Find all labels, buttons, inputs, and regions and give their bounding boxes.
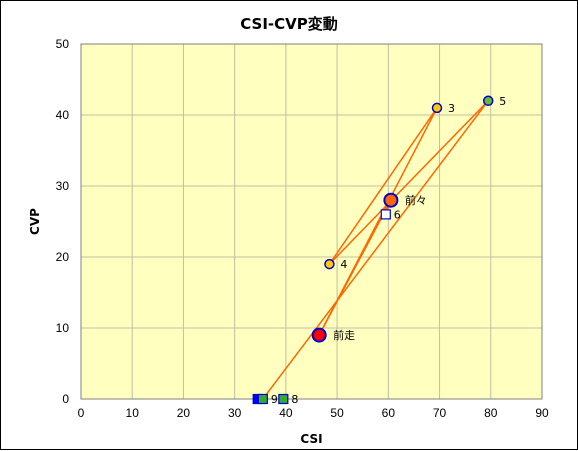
x-tick-label: 40 bbox=[279, 406, 293, 420]
data-point bbox=[324, 258, 335, 270]
data-point bbox=[257, 393, 268, 405]
plot-border bbox=[80, 43, 543, 400]
plot-area bbox=[81, 44, 542, 399]
y-tick-label: 0 bbox=[62, 392, 69, 406]
x-tick-label: 0 bbox=[78, 406, 85, 420]
data-point bbox=[311, 327, 327, 343]
data-point-label: 9 bbox=[271, 393, 278, 406]
data-point-label: 前々 bbox=[405, 193, 427, 207]
data-point-label: 5 bbox=[499, 95, 506, 108]
y-tick-label: 10 bbox=[56, 321, 70, 335]
data-point-label: 6 bbox=[394, 208, 401, 221]
data-point bbox=[278, 393, 289, 405]
path-segment bbox=[318, 199, 392, 336]
data-point bbox=[482, 95, 494, 107]
y-axis-label: CVP bbox=[28, 208, 42, 235]
data-point-label: 前走 bbox=[333, 328, 355, 342]
y-tick-label: 40 bbox=[56, 108, 70, 122]
data-point bbox=[380, 209, 391, 220]
data-point bbox=[383, 192, 399, 208]
x-tick-label: 80 bbox=[484, 406, 498, 420]
x-tick-label: 30 bbox=[228, 406, 242, 420]
path-segment bbox=[328, 107, 438, 265]
path-segment bbox=[328, 100, 489, 265]
data-point-label: 4 bbox=[340, 258, 347, 271]
chart-title: CSI-CVP変動 bbox=[240, 15, 338, 33]
x-tick-label: 10 bbox=[126, 406, 140, 420]
x-tick-label: 50 bbox=[330, 406, 344, 420]
path-segment bbox=[262, 100, 489, 400]
x-tick-label: 70 bbox=[433, 406, 447, 420]
y-tick-label: 30 bbox=[56, 179, 70, 193]
x-tick-label: 90 bbox=[535, 406, 549, 420]
x-tick-label: 60 bbox=[382, 406, 396, 420]
x-axis-label: CSI bbox=[300, 432, 322, 446]
data-point-label: 8 bbox=[291, 393, 298, 406]
x-tick-label: 20 bbox=[177, 406, 191, 420]
data-point bbox=[431, 102, 443, 114]
y-tick-label: 20 bbox=[56, 250, 70, 264]
data-point-label: 3 bbox=[448, 102, 455, 115]
y-tick-label: 50 bbox=[56, 37, 70, 51]
